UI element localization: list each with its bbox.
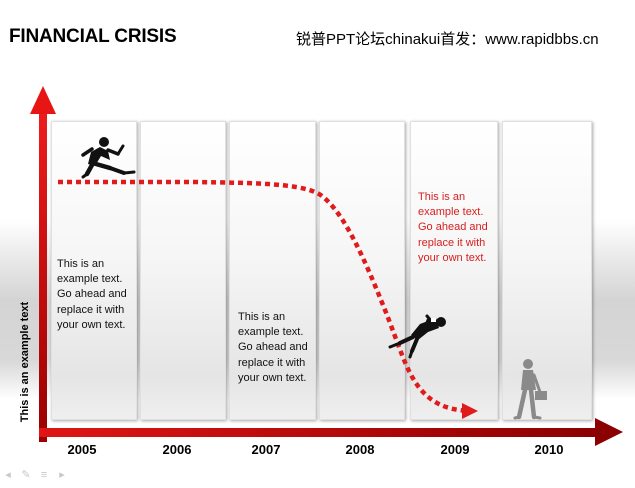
year-column-2007 xyxy=(229,121,316,420)
runner-icon xyxy=(81,137,136,179)
falling-businessman-icon xyxy=(388,314,446,359)
year-label-2006: 2006 xyxy=(162,442,192,457)
trend-arrow-head xyxy=(462,403,478,419)
pen-icon[interactable]: ✎ xyxy=(21,469,31,481)
year-column-2008 xyxy=(319,121,405,420)
next-slide-icon[interactable]: ▸ xyxy=(59,469,65,481)
year-label-2009: 2009 xyxy=(440,442,470,457)
year-label-2010: 2010 xyxy=(534,442,564,457)
year-column-2010 xyxy=(502,121,592,420)
x-axis-arrow xyxy=(39,418,623,446)
page-title: FINANCIAL CRISIS xyxy=(9,26,177,47)
trend-line xyxy=(58,179,471,414)
year-label-2005: 2005 xyxy=(67,442,97,457)
walking-businessman-icon xyxy=(513,359,547,420)
note-2009: This is an example text. Go ahead and re… xyxy=(418,191,488,264)
year-label-2007: 2007 xyxy=(251,442,281,457)
menu-icon[interactable]: ≡ xyxy=(40,469,48,481)
note-2007: This is an example text. Go ahead and re… xyxy=(238,311,308,384)
watermark-text: 锐普PPT论坛chinakui首发：www.rapidbbs.cn xyxy=(296,31,599,48)
y-axis-label: This is an example text xyxy=(19,301,31,423)
year-column-2006 xyxy=(140,121,226,420)
slideshow-toolbar[interactable]: ◂ ✎ ≡ ▸ xyxy=(2,469,68,481)
note-2005: This is an example text. Go ahead and re… xyxy=(57,258,127,331)
previous-slide-icon[interactable]: ◂ xyxy=(5,469,11,481)
y-axis-arrow xyxy=(30,86,56,442)
year-label-2008: 2008 xyxy=(345,442,375,457)
year-column-2009 xyxy=(410,121,498,420)
